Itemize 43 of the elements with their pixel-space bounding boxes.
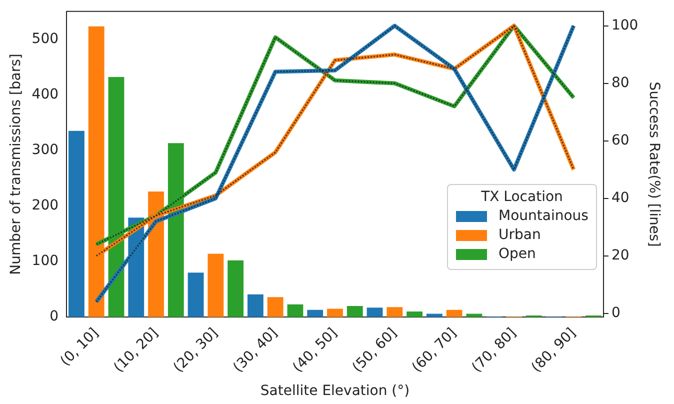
bar [247,294,264,318]
x-axis-title: Satellite Elevation (°) [260,383,410,400]
legend-label: Mountainous [498,208,588,224]
legend-label: Open [498,246,536,262]
bar [446,310,462,318]
y-tick-label: 400 [32,86,59,102]
bar [366,308,383,318]
x-tick-label: (70, 80] [468,325,520,376]
y2-tick-label: 0 [611,305,620,322]
y2-tick-label: 60 [611,132,630,148]
legend-label: Urban [498,227,541,244]
y-tick-label: 0 [50,308,59,325]
bar [307,310,324,318]
x-tick-label: (50, 60] [350,325,400,376]
x-tick-label: (0, 10] [58,325,102,370]
y-tick-label: 200 [32,198,59,214]
legend-title: TX Location [480,189,564,206]
bar [327,308,343,318]
x-tick-label: (30, 40] [230,325,281,376]
bar [346,306,363,318]
x-tick-label: (60, 70] [409,325,460,376]
y2-tick-label: 80 [611,74,630,91]
y2-tick-label: 40 [611,190,630,206]
bar [406,312,423,318]
x-tick-label: (80, 90] [528,325,580,376]
bar [68,130,84,318]
y2-tick-label: 20 [611,247,630,264]
bar [386,307,403,318]
x-tick-label: (20, 30] [170,325,222,376]
y-axis-title: Number of transmissions [bars] [8,54,24,275]
bar [287,304,304,318]
bar [188,272,204,318]
y2-tick-label: 100 [611,17,638,34]
y-tick-label: 300 [32,142,59,158]
bar [267,297,284,318]
bar [208,254,224,318]
bar [228,260,244,318]
bar [426,314,442,318]
y-tick-label: 100 [32,253,59,270]
x-tick-label: (40, 50] [290,325,340,376]
y-tick-label: 500 [32,30,59,47]
x-tick-label: (10, 20] [110,325,162,376]
y2-axis-title: Success Rate(%) [lines] [646,82,662,247]
